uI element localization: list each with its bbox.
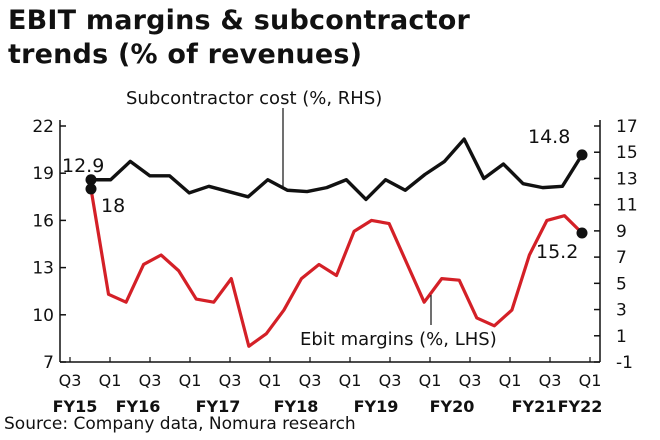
ebit-start-marker — [85, 183, 97, 195]
x-tick-label: Q3 — [379, 371, 402, 390]
chart-title: EBIT margins & subcontractor trends (% o… — [8, 4, 658, 72]
left-tick-label: 19 — [32, 164, 54, 184]
right-tick-label: 1 — [616, 327, 627, 347]
subcontractor-cost-line — [91, 137, 584, 202]
x-tick-label: Q1 — [339, 371, 362, 390]
left-tick-label: 22 — [32, 117, 54, 137]
x-tick-label: Q1 — [259, 371, 282, 390]
x-tick-label: Q3 — [539, 371, 562, 390]
fiscal-year-label: FY18 — [274, 397, 319, 416]
chart-title-line-1: EBIT margins & subcontractor — [8, 5, 470, 36]
source-note: Source: Company data, Nomura research — [4, 414, 356, 434]
ebit-series-label: Ebit margins (%, LHS) — [300, 329, 497, 350]
subcontractor-end-label: 14.8 — [528, 126, 570, 148]
right-tick-label: -1 — [616, 353, 633, 373]
fiscal-year-label: FY17 — [196, 397, 241, 416]
right-tick-label: 15 — [616, 143, 638, 163]
right-tick-label: 3 — [616, 301, 627, 321]
subcontractor-end-marker — [576, 149, 588, 161]
chart-title-line-2: trends (% of revenues) — [8, 39, 363, 70]
left-axis-ticks: 7 10 13 16 19 22 — [32, 117, 66, 373]
left-tick-label: 16 — [32, 211, 54, 231]
left-tick-label: 13 — [32, 259, 54, 279]
right-tick-label: 11 — [616, 196, 638, 216]
fiscal-year-label: FY22 — [558, 397, 603, 416]
right-tick-label: 5 — [616, 274, 627, 294]
right-tick-label: 17 — [616, 117, 638, 137]
subcontractor-start-label: 12.9 — [62, 155, 104, 177]
fiscal-year-label: FY16 — [116, 397, 161, 416]
fiscal-year-label: FY19 — [354, 397, 399, 416]
subcontractor-series-label: Subcontractor cost (%, RHS) — [126, 88, 382, 109]
ebit-start-label: 18 — [101, 195, 125, 217]
fiscal-year-label: FY15 — [53, 397, 98, 416]
ebit-margins-line — [89, 188, 584, 348]
ebit-end-marker — [576, 227, 588, 239]
x-tick-label: Q3 — [459, 371, 482, 390]
x-tick-label: Q3 — [219, 371, 242, 390]
annotations: Subcontractor cost (%, RHS) Ebit margins … — [62, 88, 578, 350]
x-tick-label: Q3 — [139, 371, 162, 390]
x-tick-label: Q1 — [179, 371, 202, 390]
x-tick-label: Q3 — [59, 371, 82, 390]
fiscal-year-label: FY20 — [430, 397, 475, 416]
left-tick-label: 10 — [32, 306, 54, 326]
fiscal-year-label: FY21 — [512, 397, 557, 416]
x-tick-label: Q1 — [419, 371, 442, 390]
subcontractor-start-marker — [85, 174, 97, 186]
ebit-end-label: 15.2 — [536, 241, 578, 263]
left-tick-label: 7 — [43, 353, 54, 373]
x-tick-label: Q3 — [299, 371, 322, 390]
right-tick-label: 7 — [616, 248, 627, 268]
x-tick-label: Q1 — [579, 371, 602, 390]
x-tick-label: Q1 — [99, 371, 122, 390]
right-tick-label: 13 — [616, 169, 638, 189]
series — [85, 137, 588, 348]
axes — [59, 120, 601, 363]
right-tick-label: 9 — [616, 222, 627, 242]
x-tick-label: Q1 — [499, 371, 522, 390]
